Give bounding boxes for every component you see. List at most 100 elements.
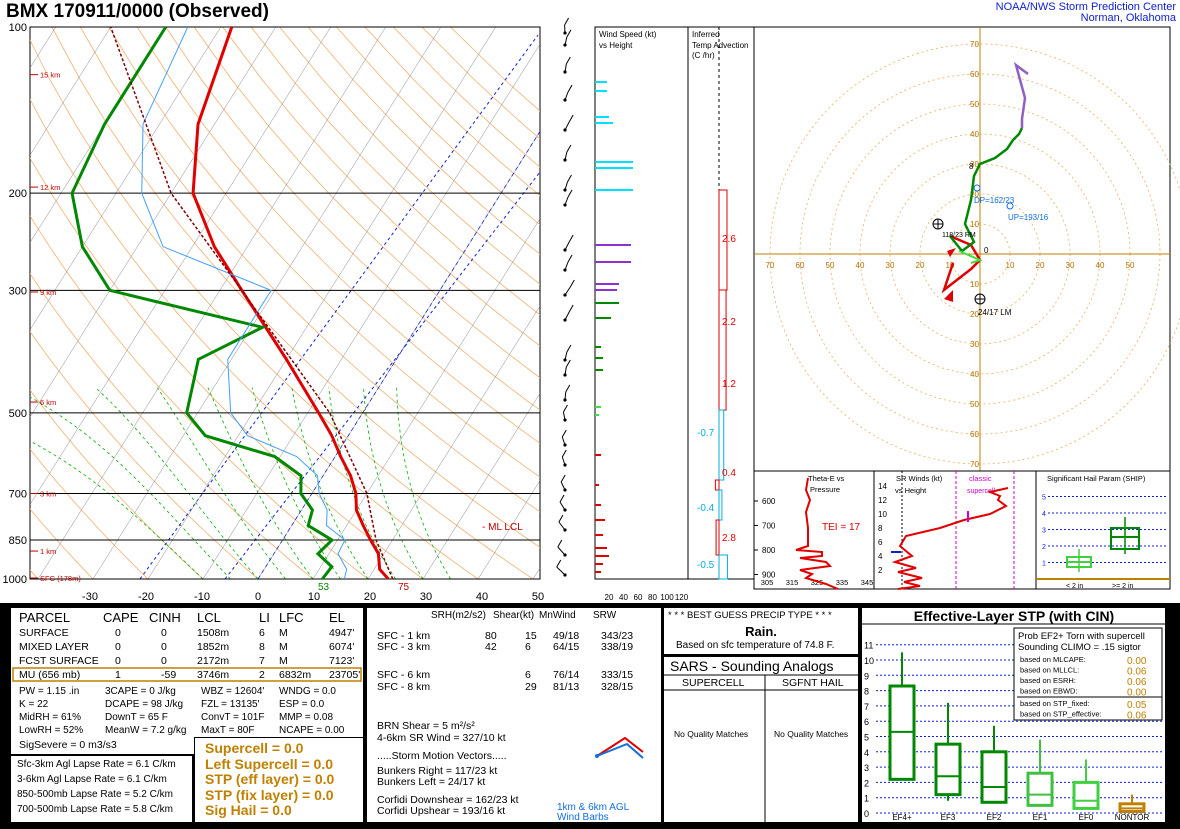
ship-tick: 2 [1042, 544, 1046, 551]
wind-barb-flag [567, 84, 573, 93]
composite-param: STP (fix layer) = 0.0 [205, 786, 334, 803]
wind-barb-dot [563, 318, 567, 322]
page-title: BMX 170911/0000 (Observed) [6, 1, 269, 22]
stp-tick: 1 [864, 794, 869, 804]
theta-e-line [795, 477, 839, 590]
parcel-cell: M [279, 627, 288, 639]
sr-supercell-label: supercell [967, 488, 995, 495]
parcel-col-header: LCL [197, 610, 221, 625]
height-label: 1 km [40, 547, 56, 556]
temp-tick-label: 40 [476, 591, 488, 603]
mu-row-highlight [12, 667, 362, 682]
dry-adiabat [193, 27, 540, 379]
wind-barb-dot [563, 553, 567, 557]
wind-barb-flag [560, 474, 566, 483]
height-label: 12 km [40, 183, 60, 192]
wind-barb-dot [563, 293, 567, 297]
wind-barb-dot [563, 98, 567, 102]
parcel-col-header: CAPE [103, 610, 139, 625]
temp-tick-label: 30 [420, 591, 432, 603]
parcel-cell: 2172m [197, 655, 230, 667]
lapse-rate: 850-500mb Lapse Rate = 5.2 C/km [17, 789, 173, 800]
wind-speed-ticks: 20 40 60 80 100 120 [605, 593, 689, 602]
temp-tick-label: 50 [532, 591, 544, 603]
wind-barb-flag [564, 17, 570, 26]
thermo-param: DCAPE = 98 J/kg [105, 699, 184, 710]
wind-barb-dot [563, 573, 567, 577]
sr-wind-line [891, 487, 1009, 590]
stp-based-label: based on ESRH: [1020, 676, 1076, 685]
stp-based-value: 0.06 [1127, 711, 1147, 722]
storm-motion-title: .....Storm Motion Vectors..... [377, 750, 507, 762]
hodo-mid-level [949, 127, 1024, 253]
wind-barb-dot [563, 398, 567, 402]
hodo-tick-y: 20 [970, 190, 979, 199]
stp-category-label: NONTOR [1115, 813, 1150, 822]
isotherm [147, 27, 496, 579]
org-line2: Norman, Oklahoma [1080, 12, 1176, 24]
parcel-box: PARCEL CAPE CINH LCL LI LFC EL SURFACE 0 0 1508m 6… [10, 607, 364, 755]
temp-adv-bar [718, 489, 723, 521]
hodo-dp-marker [973, 184, 981, 192]
kin-cell: 343/23 [601, 630, 634, 642]
wind-barb-flag [565, 384, 571, 393]
hodo-tick-x: 70 [766, 261, 775, 270]
wind-barb-dot [563, 158, 567, 162]
thermo-param: MMP = 0.08 [279, 712, 334, 723]
parcel-cell: 7 [259, 655, 265, 667]
moist-adiabat [363, 387, 424, 579]
wind-barb-dot [563, 373, 567, 377]
parcel-col-header: LFC [279, 610, 304, 625]
hodo-tick-x: 20 [916, 261, 925, 270]
temp-adv-panel [687, 26, 755, 580]
stp-based-label: based on MLLCL: [1020, 666, 1079, 675]
parcel-cell: 0 [161, 655, 167, 667]
hodo-up-marker [1006, 202, 1014, 210]
precip-title: * * * BEST GUESS PRECIP TYPE * * * [668, 610, 832, 621]
parcel-col-header: CINH [149, 610, 181, 625]
hodo-tick-x: 50 [1126, 261, 1135, 270]
composite-param: STP (eff layer) = 0.0 [205, 771, 335, 787]
stp-box [1072, 780, 1100, 810]
wind-barb-dot [563, 508, 567, 512]
wind-barb-dot [563, 128, 567, 132]
temp-tick-label: 0 [255, 591, 261, 603]
parcel-cell: 0 [161, 641, 167, 653]
isotherm [367, 305, 540, 579]
isotherm [92, 27, 441, 579]
theta-p-label: 900 [762, 571, 776, 580]
parcel-cell: 3746m [197, 669, 230, 681]
hodo-low-level [941, 234, 982, 294]
parcel-cell: 4947' [329, 627, 355, 639]
wind-barb-flag [561, 429, 567, 438]
height-label: 6 km [40, 398, 56, 407]
wind-barb-flag [556, 559, 562, 568]
temp-adv-title-1: Inferred [692, 30, 720, 39]
org-label: NOAA/NWS Storm Prediction Center Norman,… [996, 2, 1176, 24]
parcel-cell: 7123' [329, 655, 355, 667]
sars-col-supercell: SUPERCELL [682, 677, 745, 689]
sigsevere: SigSevere = 0 m3/s3 [19, 739, 117, 751]
thermo-param: MeanW = 7.2 g/kg [105, 725, 187, 736]
kin-cell: 80 [485, 630, 497, 642]
parcel-cell: 0 [115, 641, 121, 653]
wind-barb [557, 546, 566, 556]
hodo-tick-x: 40 [1096, 261, 1105, 270]
hodo-tick-y: 10 [970, 280, 979, 289]
parcel-cell: 2 [259, 669, 265, 681]
temp-adv-value: 2.8 [722, 533, 736, 544]
thermo-param: MaxT = 80F [201, 725, 255, 736]
parcel-cell: 0 [161, 627, 167, 639]
thermo-param: FZL = 13135' [201, 699, 260, 710]
stp-box: Effective-Layer STP (with CIN) 0 1 2 3 4 5 6 7 8 9… [861, 607, 1166, 823]
zero-isotherm [257, 130, 540, 579]
wind-barb-flag [568, 234, 574, 243]
org-line1: NOAA/NWS Storm Prediction Center [995, 1, 1176, 13]
wind-barb-dot [563, 463, 567, 467]
isotherm [30, 27, 111, 156]
kin-cell: 49/18 [553, 630, 580, 642]
parcel-cell: 23705' [329, 669, 361, 681]
isotherm [422, 392, 540, 579]
kin-cell: 6 [525, 669, 531, 681]
moist-adiabat [207, 387, 314, 579]
